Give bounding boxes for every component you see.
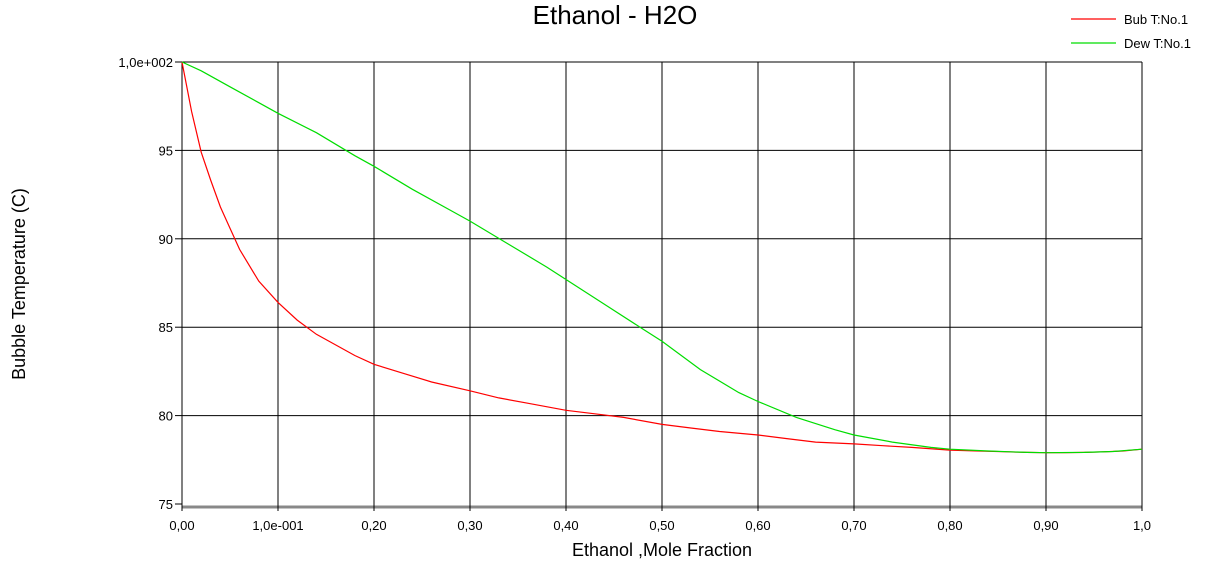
grid [182,61,1143,504]
x-tick-label: 0,50 [649,518,674,533]
y-tick-label: 90 [159,232,173,247]
y-axis-ticks: 75 80 85 90 95 1,0e+002 [118,55,182,512]
x-tick-label: 0,90 [1033,518,1058,533]
legend: Bub T:No.1 Dew T:No.1 [1071,12,1191,51]
legend-label: Bub T:No.1 [1124,12,1188,27]
y-tick-label: 1,0e+002 [118,55,173,70]
y-tick-label: 75 [159,497,173,512]
x-tick-label: 0,60 [745,518,770,533]
x-tick-label: 0,40 [553,518,578,533]
x-tick-label: 0,70 [841,518,866,533]
y-axis-label: Bubble Temperature (C) [9,188,29,380]
x-axis-label: Ethanol ,Mole Fraction [572,540,752,560]
legend-label: Dew T:No.1 [1124,36,1191,51]
x-tick-label: 1,0e-001 [252,518,303,533]
x-tick-label: 0,00 [169,518,194,533]
x-axis-ticks: 0,00 1,0e-001 0,20 0,30 0,40 0,50 0,60 0,70 0,80… [169,504,1151,533]
x-tick-label: 0,20 [361,518,386,533]
x-tick-label: 1,0 [1133,518,1151,533]
x-tick-label: 0,80 [937,518,962,533]
series-lines [181,61,1143,454]
y-tick-label: 95 [159,143,173,158]
y-tick-label: 80 [159,409,173,424]
chart-title: Ethanol - H2O [533,0,698,30]
y-tick-label: 85 [159,320,173,335]
x-tick-label: 0,30 [457,518,482,533]
series-line-dew [181,61,1143,454]
